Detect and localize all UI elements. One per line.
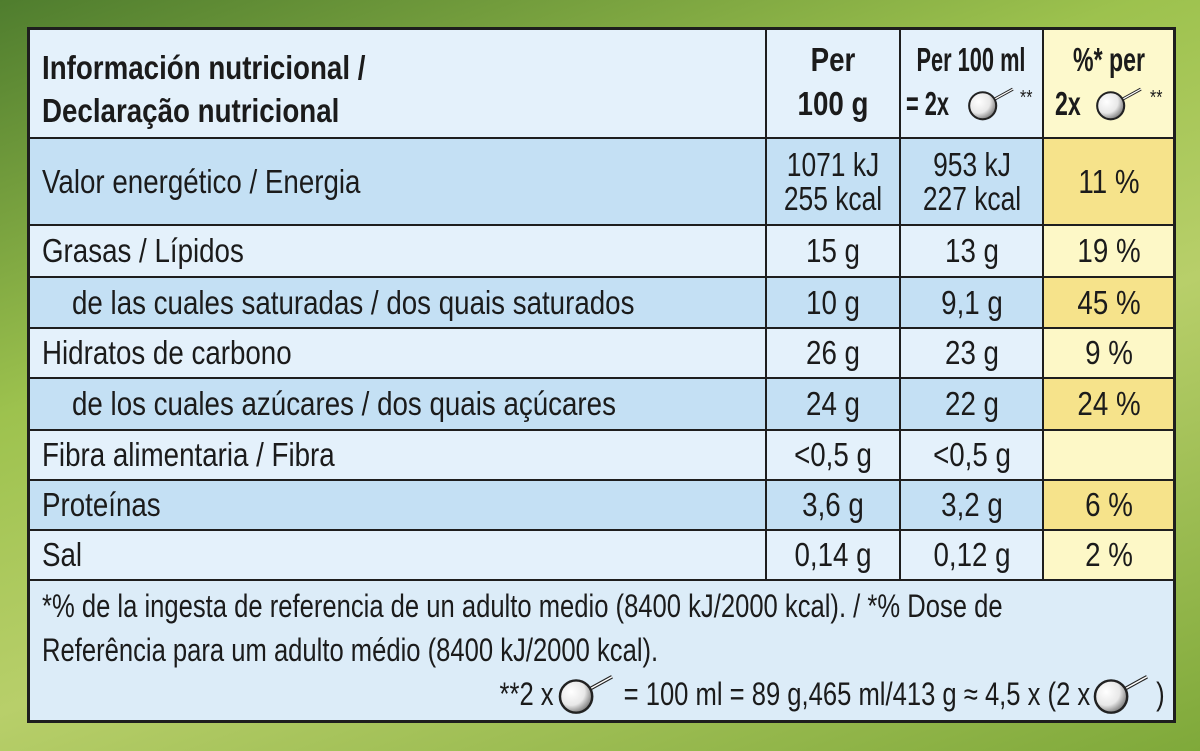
column-header: 2x — [1055, 85, 1081, 122]
nutrient-value: 0,12 g — [932, 536, 1011, 573]
row-cell — [28, 378, 766, 430]
nutrient-label: Proteínas — [42, 486, 161, 523]
footnote-text: = 100 ml = 89 g,465 ml/413 g ≈ 4,5 x (2 … — [623, 676, 1090, 712]
nutrient-value: 11 % — [1078, 162, 1140, 200]
nutrient-value: 9,1 g — [940, 283, 1003, 321]
nutrient-value: <0,5 g — [794, 436, 872, 473]
row-cell — [1043, 530, 1175, 580]
row-cell — [766, 378, 900, 430]
footnote-text: **2 x — [499, 676, 554, 712]
header-cell — [766, 28, 900, 138]
row-cell — [28, 277, 766, 328]
row-cell — [1043, 138, 1175, 225]
nutrient-value: 15 g — [806, 232, 860, 269]
row-cell — [766, 225, 900, 277]
nutrient-value: 13 g — [944, 232, 999, 269]
column-header: Per 100 ml — [916, 41, 1026, 78]
row-cell — [766, 138, 900, 225]
row-cell — [900, 480, 1043, 530]
header-cell — [28, 28, 766, 138]
row-cell — [28, 530, 766, 580]
nutrient-value: 6 % — [1085, 486, 1133, 523]
nutrient-label: Fibra alimentaria / Fibra — [42, 436, 335, 473]
row-cell — [900, 138, 1043, 225]
nutrient-value: 953 kJ — [932, 145, 1011, 183]
column-header: ** — [1150, 87, 1163, 109]
footnote-text: *% de la ingesta de referencia de un adu… — [42, 588, 1003, 624]
header-title: Declaração nutricional — [42, 92, 340, 129]
row-cell — [766, 328, 900, 378]
row-cell — [900, 328, 1043, 378]
nutrient-value: 10 g — [806, 283, 860, 321]
nutrient-label: Valor energético / Energia — [42, 162, 361, 200]
row-cell — [28, 328, 766, 378]
column-header: = 2x — [906, 85, 950, 122]
nutrient-value: 2 % — [1085, 536, 1133, 573]
row-cell — [28, 430, 766, 480]
row-cell — [28, 138, 766, 225]
nutrient-value: 3,2 g — [940, 486, 1003, 523]
header-cell — [900, 28, 1043, 138]
column-header: %* per — [1073, 41, 1145, 78]
row-cell — [28, 225, 766, 277]
footnote-cell — [28, 580, 1175, 722]
nutrient-label: de las cuales saturadas / dos quais satu… — [72, 283, 635, 321]
row-cell — [766, 277, 900, 328]
row-cell — [28, 480, 766, 530]
row-cell — [766, 430, 900, 480]
row-cell — [900, 530, 1043, 580]
nutrient-label: Sal — [42, 536, 83, 573]
nutrient-value: 3,6 g — [802, 486, 864, 523]
footnote-text: ) — [1156, 676, 1165, 712]
row-cell — [900, 378, 1043, 430]
row-cell — [900, 277, 1043, 328]
nutrient-value: 26 g — [806, 334, 860, 371]
row-cell — [900, 430, 1043, 480]
nutrient-label: Grasas / Lípidos — [42, 232, 244, 269]
nutrient-value: 255 kcal — [783, 179, 883, 217]
row-cell — [1043, 328, 1175, 378]
row-cell — [766, 530, 900, 580]
nutrient-value: 23 g — [944, 334, 999, 371]
row-cell — [1043, 378, 1175, 430]
row-cell — [1043, 480, 1175, 530]
footnote-text: Referência para um adulto médio (8400 kJ… — [42, 632, 659, 668]
nutrient-value: 227 kcal — [922, 179, 1021, 217]
nutrient-value: 22 g — [944, 385, 999, 422]
nutrient-value: <0,5 g — [932, 436, 1011, 473]
nutrient-value: 24 % — [1077, 385, 1141, 422]
row-cell — [1043, 277, 1175, 328]
row-cell — [766, 480, 900, 530]
table-border — [27, 27, 1176, 723]
nutrient-value: 19 % — [1077, 232, 1141, 269]
nutrient-value: 1071 kJ — [786, 145, 880, 183]
nutrient-value: 0,14 g — [794, 536, 872, 573]
column-header: 100 g — [797, 85, 869, 122]
header-title: Información nutricional / — [42, 49, 366, 86]
nutrient-label: de los cuales azúcares / dos quais açúca… — [72, 385, 616, 422]
nutrient-value: 24 g — [806, 385, 860, 422]
column-header: ** — [1020, 87, 1033, 109]
nutrient-label: Hidratos de carbono — [42, 334, 292, 371]
column-header: Per — [810, 41, 856, 78]
nutrient-value: 45 % — [1077, 283, 1141, 321]
row-cell — [900, 225, 1043, 277]
row-cell — [1043, 225, 1175, 277]
row-cell — [1043, 430, 1175, 480]
nutrient-value: 9 % — [1085, 334, 1133, 371]
